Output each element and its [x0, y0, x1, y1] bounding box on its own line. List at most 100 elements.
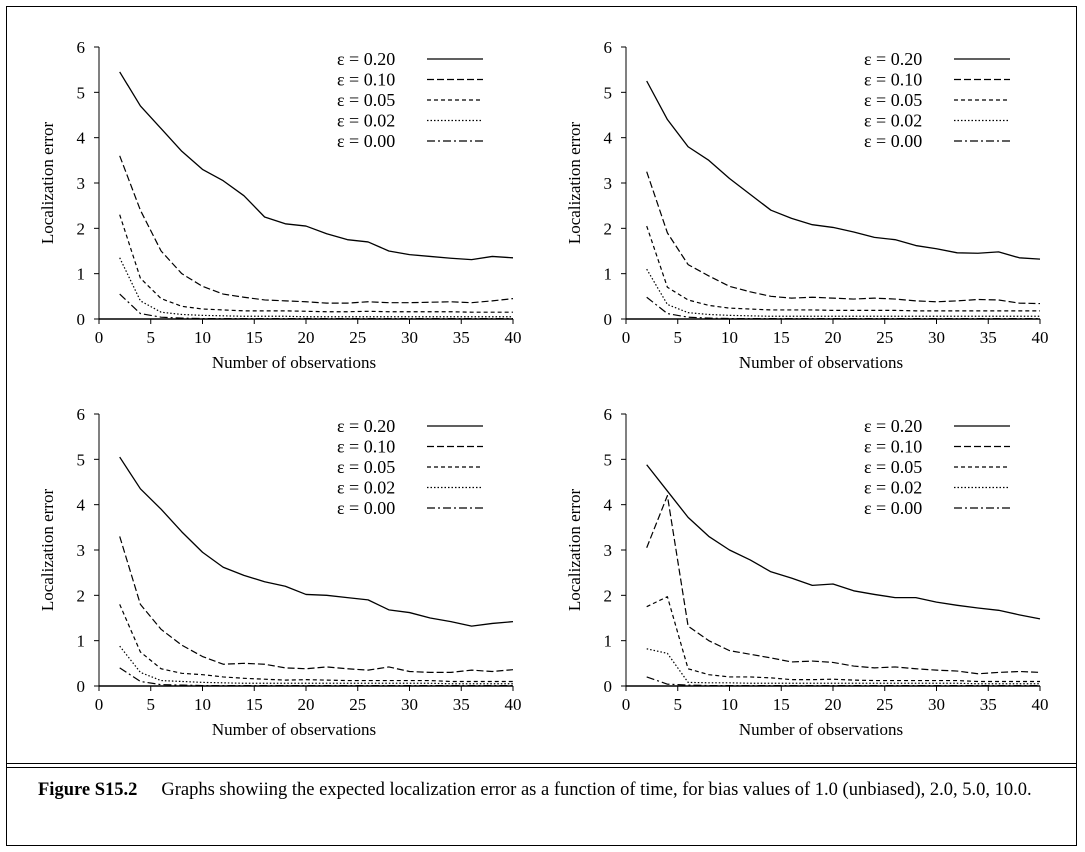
legend-label: ε = 0.10 — [337, 70, 395, 90]
x-tick-label: 15 — [773, 328, 790, 347]
series-line-3 — [646, 225, 1040, 312]
y-tick-label: 1 — [604, 265, 613, 284]
legend-label: ε = 0.00 — [337, 131, 395, 151]
y-tick-label: 5 — [77, 450, 86, 469]
y-tick-label: 6 — [77, 38, 86, 57]
x-tick-label: 30 — [401, 328, 418, 347]
series-line-5 — [119, 667, 513, 687]
x-tick-label: 40 — [505, 328, 522, 347]
series-line-4 — [119, 645, 513, 685]
x-tick-label: 5 — [147, 328, 156, 347]
y-tick-label: 1 — [77, 265, 86, 284]
chart-panel-bottom-left: 0 5 10 15 20 25 30 35 40 0 1 2 3 4 5 6 Number of observa… — [38, 405, 522, 739]
x-tick-label: 35 — [980, 695, 997, 714]
y-tick-label: 0 — [604, 677, 613, 696]
y-tick-label: 6 — [604, 405, 613, 424]
legend-label: ε = 0.20 — [864, 49, 922, 69]
series-line-3 — [119, 214, 513, 313]
y-tick-label: 2 — [77, 219, 86, 238]
x-tick-label: 30 — [928, 328, 945, 347]
x-tick-label: 30 — [401, 695, 418, 714]
series-line-4 — [646, 648, 1040, 685]
x-tick-label: 10 — [721, 328, 738, 347]
x-tick-label: 25 — [349, 695, 366, 714]
x-axis-label: Number of observations — [739, 720, 903, 739]
x-tick-label: 20 — [825, 695, 842, 714]
x-tick-label: 5 — [147, 695, 156, 714]
series-line-1 — [646, 464, 1041, 620]
x-tick-label: 25 — [876, 695, 893, 714]
legend-label: ε = 0.02 — [864, 478, 922, 498]
series-line-1 — [119, 71, 514, 261]
y-tick-label: 1 — [77, 632, 86, 651]
x-tick-label: 35 — [453, 695, 470, 714]
x-tick-label: 10 — [721, 695, 738, 714]
chart-panel-bottom-right: 0 5 10 15 20 25 30 35 40 0 1 2 3 4 5 6 Number of observa… — [565, 405, 1049, 739]
x-tick-label: 0 — [622, 328, 631, 347]
x-tick-label: 35 — [980, 328, 997, 347]
x-tick-label: 40 — [505, 695, 522, 714]
x-tick-label: 20 — [298, 328, 315, 347]
figure-label: Figure S15.2 — [38, 780, 138, 800]
x-tick-label: 30 — [928, 695, 945, 714]
y-tick-label: 0 — [77, 677, 86, 696]
series-line-1 — [119, 456, 514, 627]
caption-rule-top — [6, 763, 1077, 764]
x-tick-label: 25 — [349, 328, 366, 347]
legend-label: ε = 0.02 — [864, 111, 922, 131]
series-line-3 — [646, 596, 1040, 683]
legend-label: ε = 0.20 — [337, 49, 395, 69]
series-line-2 — [119, 155, 514, 304]
x-tick-label: 10 — [194, 695, 211, 714]
x-tick-label: 0 — [622, 695, 631, 714]
legend-label: ε = 0.00 — [864, 131, 922, 151]
legend-label: ε = 0.05 — [337, 90, 395, 110]
series-line-5 — [646, 676, 1040, 687]
legend-label: ε = 0.20 — [864, 416, 922, 436]
y-tick-label: 4 — [77, 129, 86, 148]
y-tick-label: 3 — [77, 541, 86, 560]
series-line-2 — [646, 495, 1041, 675]
chart-panel-top-left: 0 5 10 15 20 25 30 35 40 0 1 2 3 4 5 6 Number of observa… — [38, 38, 522, 372]
legend-label: ε = 0.00 — [337, 498, 395, 518]
chart-panel-top-right: 0 5 10 15 20 25 30 35 40 0 1 2 3 4 5 6 Number of observa… — [565, 38, 1049, 372]
series-line-4 — [119, 257, 513, 318]
y-tick-label: 4 — [77, 496, 86, 515]
x-tick-label: 40 — [1032, 328, 1049, 347]
legend-label: ε = 0.10 — [337, 437, 395, 457]
legend-label: ε = 0.00 — [864, 498, 922, 518]
x-axis-label: Number of observations — [212, 353, 376, 372]
x-axis-label: Number of observations — [212, 720, 376, 739]
y-axis-label: Localization error — [38, 122, 57, 245]
y-tick-label: 0 — [77, 310, 86, 329]
series-line-1 — [646, 80, 1041, 260]
series-line-2 — [119, 536, 514, 674]
legend-label: ε = 0.05 — [337, 457, 395, 477]
series-line-5 — [119, 293, 513, 320]
x-tick-label: 15 — [246, 695, 263, 714]
y-axis-label: Localization error — [565, 122, 584, 245]
y-axis-label: Localization error — [565, 489, 584, 612]
figure-frame — [6, 6, 1077, 846]
x-tick-label: 20 — [825, 328, 842, 347]
series-line-5 — [646, 296, 1040, 320]
x-tick-label: 0 — [95, 328, 104, 347]
legend-label: ε = 0.20 — [337, 416, 395, 436]
legend-label: ε = 0.05 — [864, 90, 922, 110]
x-tick-label: 15 — [773, 695, 790, 714]
series-line-4 — [646, 268, 1040, 317]
y-tick-label: 6 — [604, 38, 613, 57]
y-tick-label: 5 — [604, 83, 613, 102]
x-tick-label: 10 — [194, 328, 211, 347]
y-tick-label: 0 — [604, 310, 613, 329]
y-tick-label: 2 — [604, 219, 613, 238]
y-tick-label: 3 — [604, 174, 613, 193]
caption-rule-bottom — [6, 767, 1077, 768]
y-tick-label: 5 — [604, 450, 613, 469]
y-tick-label: 5 — [77, 83, 86, 102]
y-axis-label: Localization error — [38, 489, 57, 612]
x-tick-label: 5 — [674, 328, 683, 347]
x-axis-label: Number of observations — [739, 353, 903, 372]
y-tick-label: 4 — [604, 496, 613, 515]
y-tick-label: 3 — [77, 174, 86, 193]
